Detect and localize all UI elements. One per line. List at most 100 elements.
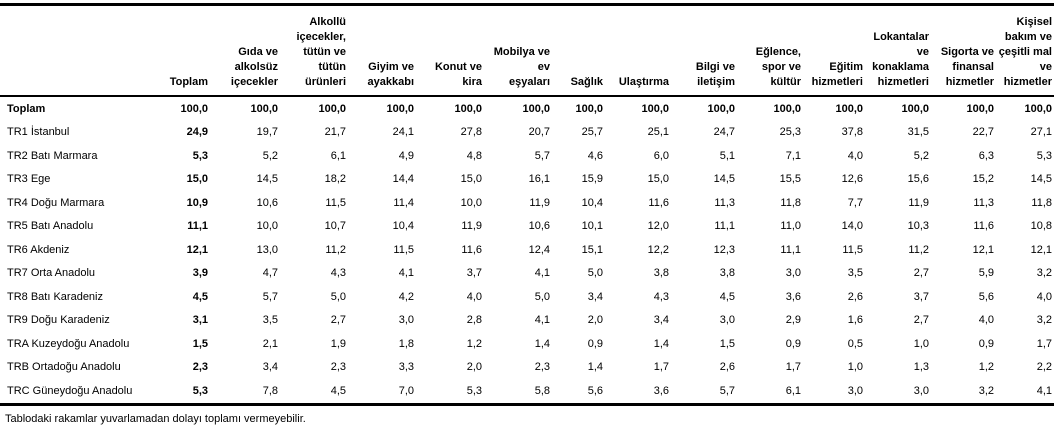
- value-cell: 4,9: [398, 149, 414, 162]
- value-cell: 4,0: [978, 314, 994, 327]
- value-cell: 3,6: [653, 384, 669, 397]
- value-cell: 5,3: [192, 149, 208, 162]
- value-cell: 22,7: [972, 126, 994, 139]
- column-header: Ulaştırma: [605, 4, 671, 97]
- value-cell: 12,6: [841, 173, 863, 186]
- value-cell: 3,1: [192, 314, 208, 327]
- column-header: Eğitim hizmetleri: [803, 4, 865, 97]
- value-cell: 14,5: [1030, 173, 1052, 186]
- value-cell: 3,4: [653, 314, 669, 327]
- value-cell: 24,1: [392, 126, 414, 139]
- value-cell: 100,0: [707, 102, 735, 115]
- value-cell: 11,2: [908, 243, 929, 256]
- value-cell: 27,8: [460, 126, 482, 139]
- value-cell: 3,9: [192, 267, 208, 280]
- value-cell: 1,7: [785, 361, 801, 374]
- value-cell: 5,2: [262, 149, 278, 162]
- value-cell: 5,0: [587, 267, 603, 280]
- value-cell: 5,7: [534, 149, 550, 162]
- row-label: TR3 Ege: [7, 173, 51, 186]
- value-cell: 37,8: [841, 126, 863, 139]
- value-cell: 11,5: [393, 243, 414, 256]
- value-cell: 1,3: [913, 361, 929, 374]
- value-cell: 3,0: [719, 314, 735, 327]
- value-cell: 6,1: [330, 149, 346, 162]
- table-row: TR7 Orta Anadolu 3,9 4,7 4,3 4,1 3,7 4,1 5,0 3,8…: [0, 262, 1054, 286]
- row-label: TR5 Batı Anadolu: [7, 220, 94, 233]
- value-cell: 2,6: [847, 290, 863, 303]
- value-cell: 14,4: [392, 173, 414, 186]
- value-cell: 2,0: [587, 314, 603, 327]
- value-cell: 1,4: [587, 361, 603, 374]
- value-cell: 11,8: [1031, 196, 1052, 209]
- value-cell: 11,1: [187, 220, 208, 233]
- value-cell: 100,0: [454, 102, 482, 115]
- value-cell: 3,7: [466, 267, 482, 280]
- row-label: Toplam: [7, 102, 46, 115]
- column-header: Sigorta ve finansal hizmetler: [931, 4, 996, 97]
- value-cell: 4,1: [534, 267, 550, 280]
- value-cell: 100,0: [522, 102, 550, 115]
- value-cell: 3,8: [653, 267, 669, 280]
- value-cell: 1,2: [978, 361, 994, 374]
- table-row: TR8 Batı Karadeniz 4,5 5,7 5,0 4,2 4,0 5,0 3,4 4…: [0, 285, 1054, 309]
- value-cell: 5,6: [978, 290, 994, 303]
- column-header: Kişisel bakım ve çeşitli mal ve hizmetle…: [996, 4, 1054, 97]
- value-cell: 4,8: [466, 149, 482, 162]
- column-header: Toplam: [160, 4, 210, 97]
- row-label: TR1 İstanbul: [7, 126, 70, 139]
- value-cell: 3,5: [847, 267, 863, 280]
- value-cell: 11,1: [714, 220, 735, 233]
- value-cell: 10,7: [324, 220, 346, 233]
- value-cell: 11,5: [325, 196, 346, 209]
- value-cell: 3,2: [1036, 314, 1052, 327]
- value-cell: 6,1: [785, 384, 801, 397]
- value-cell: 5,3: [192, 384, 208, 397]
- value-cell: 2,7: [913, 314, 929, 327]
- value-cell: 4,2: [398, 290, 414, 303]
- value-cell: 3,7: [913, 290, 929, 303]
- value-cell: 20,7: [528, 126, 550, 139]
- value-cell: 12,3: [713, 243, 735, 256]
- value-cell: 3,0: [913, 384, 929, 397]
- row-label: TR8 Batı Karadeniz: [7, 290, 103, 303]
- row-label: TR9 Doğu Karadeniz: [7, 314, 110, 327]
- value-cell: 10,8: [1030, 220, 1052, 233]
- value-cell: 100,0: [575, 102, 603, 115]
- value-cell: 14,5: [713, 173, 735, 186]
- value-cell: 15,2: [972, 173, 994, 186]
- value-cell: 4,0: [1036, 290, 1052, 303]
- value-cell: 7,7: [847, 196, 863, 209]
- value-cell: 21,7: [324, 126, 346, 139]
- value-cell: 2,3: [330, 361, 346, 374]
- table-row: Toplam 100,0 100,0 100,0 100,0 100,0 100,0 100,…: [0, 96, 1054, 121]
- value-cell: 10,3: [907, 220, 929, 233]
- value-cell: 25,7: [581, 126, 603, 139]
- value-cell: 10,0: [460, 196, 482, 209]
- value-cell: 2,3: [192, 361, 208, 374]
- value-cell: 6,0: [653, 149, 669, 162]
- column-header: Bilgi ve iletişim: [671, 4, 737, 97]
- value-cell: 2,7: [913, 267, 929, 280]
- value-cell: 1,6: [847, 314, 863, 327]
- table-row: TR6 Akdeniz 12,1 13,0 11,2 11,5 11,6 12,4 15,1 1…: [0, 238, 1054, 262]
- value-cell: 5,7: [719, 384, 735, 397]
- row-label: TRA Kuzeydoğu Anadolu: [7, 337, 130, 350]
- value-cell: 10,6: [256, 196, 278, 209]
- table-row: TR4 Doğu Marmara 10,9 10,6 11,5 11,4 10,0 11,9…: [0, 191, 1054, 215]
- value-cell: 11,2: [325, 243, 346, 256]
- value-cell: 4,5: [330, 384, 346, 397]
- value-cell: 10,0: [256, 220, 278, 233]
- value-cell: 4,1: [1036, 384, 1052, 397]
- value-cell: 15,0: [647, 173, 669, 186]
- value-cell: 4,3: [330, 267, 346, 280]
- column-header: Mobilya ve ev eşyaları: [484, 4, 552, 97]
- value-cell: 24,9: [186, 126, 208, 139]
- column-header: Konut ve kira: [416, 4, 484, 97]
- table-body: Toplam 100,0 100,0 100,0 100,0 100,0 100,0 100,…: [0, 96, 1054, 404]
- column-header: Gıda ve alkolsüz içecekler: [210, 4, 280, 97]
- value-cell: 6,3: [978, 149, 994, 162]
- value-cell: 11,4: [393, 196, 414, 209]
- value-cell: 5,3: [1036, 149, 1052, 162]
- value-cell: 4,0: [847, 149, 863, 162]
